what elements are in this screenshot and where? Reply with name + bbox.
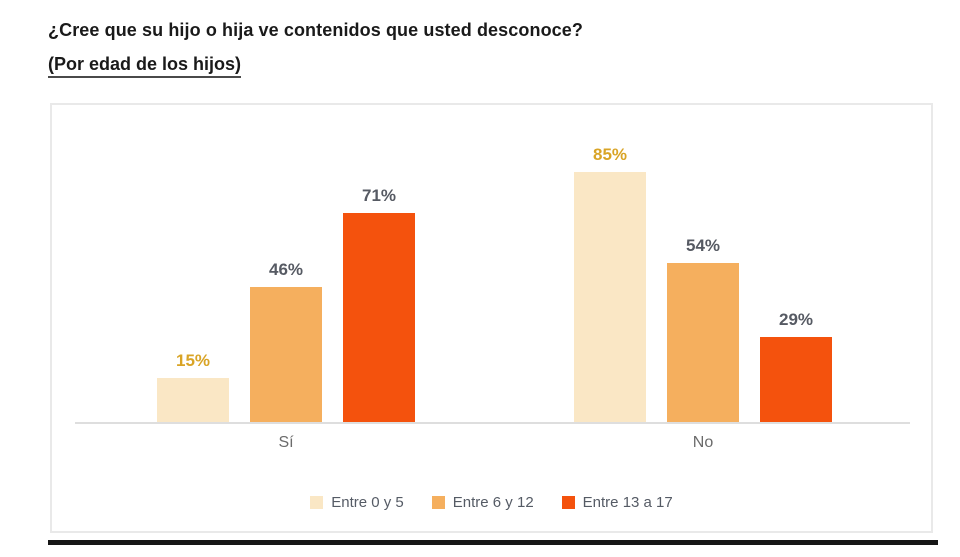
bar-no-series2 xyxy=(760,337,832,422)
legend-swatch xyxy=(310,496,324,509)
bar-sí-series2 xyxy=(343,213,415,422)
bar-value-label: 46% xyxy=(268,260,304,279)
bar-no-series1 xyxy=(667,263,739,422)
legend-swatch xyxy=(431,496,445,509)
bar-value-label: 54% xyxy=(685,236,721,255)
plot-area: 15% 46% 71% 85% 54% 29% xyxy=(52,105,929,422)
bar-no-series0 xyxy=(574,172,646,422)
category-label: No xyxy=(692,434,714,451)
bottom-rule xyxy=(48,540,938,545)
legend-label: Entre 0 y 5 xyxy=(331,494,404,511)
chart-subtitle-text: (Por edad de los hijos) xyxy=(48,54,242,78)
legend-label: Entre 13 a 17 xyxy=(582,494,673,511)
bar-value-label: 15% xyxy=(175,351,211,370)
legend-item-1: Entre 6 y 12 xyxy=(431,494,534,511)
legend-swatch xyxy=(561,496,575,509)
legend-item-2: Entre 13 a 17 xyxy=(561,494,673,511)
bar-sí-series1 xyxy=(250,287,322,422)
bar-sí-series0 xyxy=(157,378,229,422)
chart-title: ¿Cree que su hijo o hija ve contenidos q… xyxy=(48,20,583,40)
legend-label: Entre 6 y 12 xyxy=(452,494,534,511)
legend: Entre 0 y 5 Entre 6 y 12 Entre 13 a 17 xyxy=(52,494,931,511)
bar-value-label: 29% xyxy=(778,310,814,329)
bar-value-label: 85% xyxy=(592,145,628,164)
chart-subtitle: (Por edad de los hijos) xyxy=(48,54,242,78)
x-axis-line xyxy=(75,422,910,424)
bar-value-label: 71% xyxy=(361,186,397,205)
chart-frame: 15% 46% 71% 85% 54% 29% Sí No Entre 0 y 5 Entre… xyxy=(50,103,933,533)
legend-item-0: Entre 0 y 5 xyxy=(310,494,404,511)
category-label: Sí xyxy=(278,434,294,451)
